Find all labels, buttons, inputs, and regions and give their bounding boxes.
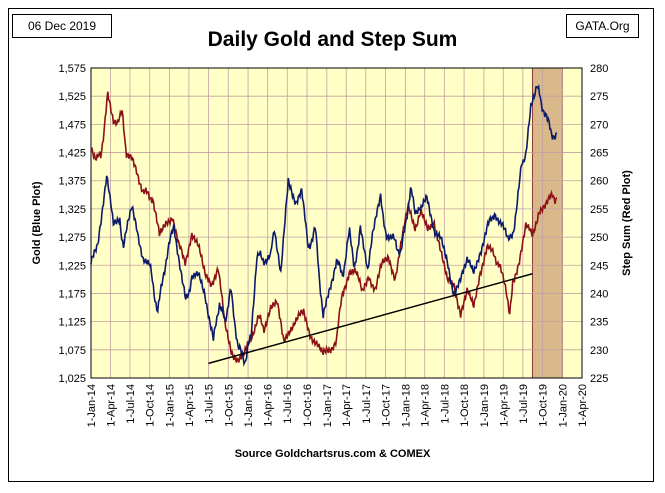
x-tick-label: 1-Jan-14 [86,384,98,427]
x-tick-label: 1-Apr-19 [498,384,510,427]
y-tick-label: 1,425 [58,148,86,160]
y-tick-label: 1,325 [58,204,86,216]
x-tick-label: 1-Apr-20 [577,384,589,427]
y-tick-label: 1,275 [58,232,86,244]
x-tick-label: 1-Apr-14 [105,384,117,427]
y-tick-label: 1,125 [58,317,86,329]
x-tick-label: 1-Oct-17 [381,384,393,427]
x-tick-label: 1-Jan-16 [243,384,255,427]
x-tick-label: 1-Apr-18 [420,384,432,427]
x-tick-label: 1-Jan-17 [322,384,334,427]
y2-tick-label: 260 [590,176,608,188]
y2-tick-label: 245 [590,260,608,272]
y-tick-label: 1,075 [58,345,86,357]
y2-axis-title: Step Sum (Red Plot) [621,170,633,276]
step-sum-series-line [90,91,558,363]
y-tick-label: 1,025 [58,373,86,385]
y2-tick-label: 280 [590,63,608,75]
y2-tick-label: 230 [590,345,608,357]
x-tick-label: 1-Oct-18 [459,384,471,427]
y2-tick-label: 255 [590,204,608,216]
x-tick-label: 1-Jul-16 [282,384,294,424]
y2-tick-label: 225 [590,373,608,385]
x-tick-label: 1-Apr-17 [341,384,353,427]
x-tick-label: 1-Apr-15 [184,384,196,427]
chart-title: Daily Gold and Step Sum [207,28,458,51]
x-tick-label: 1-Jul-19 [518,384,530,424]
y2-tick-label: 265 [590,148,608,160]
gold-series-line [90,84,558,367]
y-tick-label: 1,175 [58,288,86,300]
y2-tick-label: 250 [590,232,608,244]
x-tick-label: 1-Oct-19 [538,384,550,427]
y-tick-label: 1,525 [58,91,86,103]
x-tick-label: 1-Jan-19 [479,384,491,427]
plot-border [90,67,583,379]
y-tick-label: 1,575 [58,63,86,75]
y2-tick-label: 275 [590,91,608,103]
x-tick-label: 1-Jan-20 [557,384,569,427]
date-label: 06 Dec 2019 [12,14,112,38]
x-tick-label: 1-Jan-18 [400,384,412,427]
y-axis-title: Gold (Blue Plot) [31,181,43,264]
x-tick-label: 1-Apr-16 [263,384,275,427]
y2-tick-label: 240 [590,288,608,300]
source-label: Source Goldchartsrus.com & COMEX [234,448,431,460]
y-tick-label: 1,225 [58,260,86,272]
x-tick-label: 1-Oct-16 [302,384,314,427]
y-tick-label: 1,475 [58,119,86,131]
brand-label: GATA.Org [566,14,639,38]
y2-tick-label: 235 [590,317,608,329]
x-tick-label: 1-Jul-17 [361,384,373,424]
x-tick-label: 1-Oct-14 [145,384,157,427]
y2-tick-label: 270 [590,119,608,131]
support-trendline [208,273,533,365]
x-tick-label: 1-Jul-18 [439,384,451,424]
x-tick-label: 1-Jul-15 [203,384,215,424]
x-tick-label: 1-Oct-15 [223,384,235,427]
x-tick-label: 1-Jan-15 [165,384,177,427]
y-tick-label: 1,375 [58,176,86,188]
x-tick-label: 1-Jul-14 [125,384,137,424]
